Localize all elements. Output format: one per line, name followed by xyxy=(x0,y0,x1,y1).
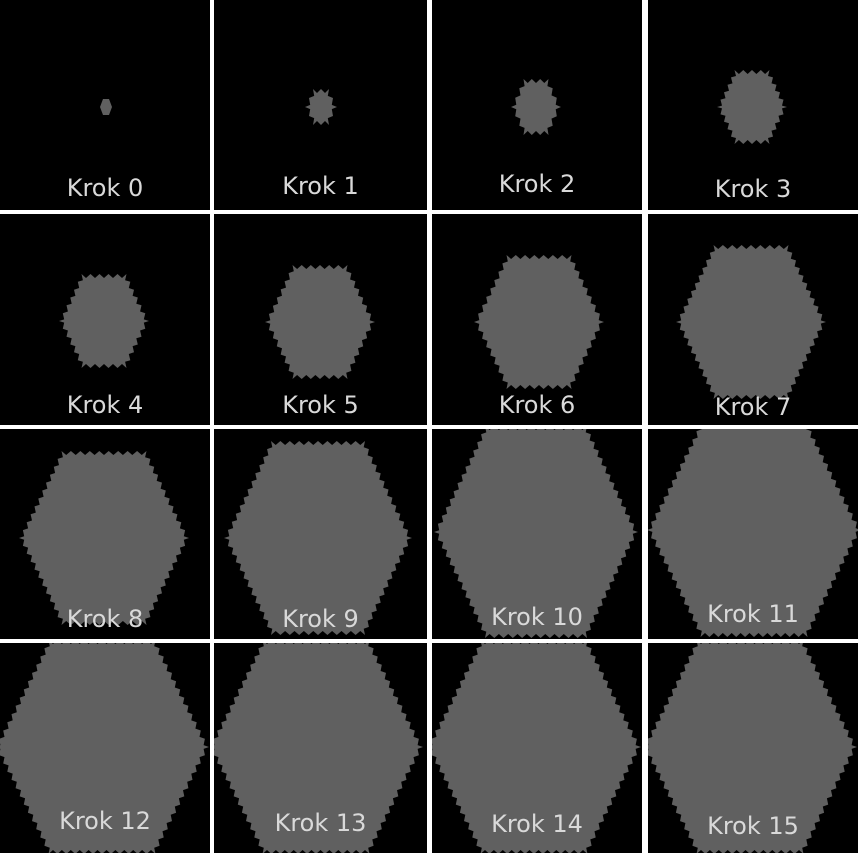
hexagon-region xyxy=(19,451,189,625)
hexagon-shape xyxy=(648,429,858,637)
hexagon-shape xyxy=(434,429,638,638)
hexagon-shape xyxy=(19,451,189,625)
hexagon-region xyxy=(224,441,412,635)
panel-label: Krok 4 xyxy=(66,391,144,419)
hexagon-shape xyxy=(717,70,787,144)
panel-label: Krok 6 xyxy=(498,391,576,419)
panel-krok-4: Krok 4 xyxy=(0,214,210,425)
hexagon-shape xyxy=(59,274,149,368)
panel-krok-5: Krok 5 xyxy=(214,214,427,425)
panel-krok-11: Krok 11 xyxy=(648,429,858,639)
panel-krok-0: Krok 0 xyxy=(0,0,210,210)
hexagon-shape xyxy=(214,643,423,853)
panel-label: Krok 11 xyxy=(707,600,799,628)
panel-label: Krok 8 xyxy=(66,605,144,633)
panel-krok-10: Krok 10 xyxy=(432,429,642,639)
panel-label: Krok 5 xyxy=(282,391,359,419)
panel-label: Krok 12 xyxy=(59,807,151,835)
hexagon-region xyxy=(0,643,209,853)
hexagon-shape xyxy=(676,245,826,399)
hexagon-shape xyxy=(432,643,641,853)
hexagon-region xyxy=(305,89,337,125)
panel-label: Krok 14 xyxy=(491,810,583,838)
panel-krok-6: Krok 6 xyxy=(432,214,642,425)
hexagon-region xyxy=(648,643,857,853)
hexagon-shape xyxy=(265,265,375,379)
panel-krok-12: Krok 12 xyxy=(0,643,210,853)
panel-krok-2: Krok 2 xyxy=(432,0,642,210)
hexagon-region xyxy=(59,274,149,368)
hexagon-region xyxy=(717,70,787,144)
panel-krok-15: Krok 15 xyxy=(648,643,858,853)
hexagon-shape xyxy=(474,255,604,389)
hexagon-region xyxy=(432,643,641,853)
hexagon-region xyxy=(100,99,112,115)
panel-krok-9: Krok 9 xyxy=(214,429,427,639)
hexagon-region xyxy=(265,265,375,379)
panel-krok-14: Krok 14 xyxy=(432,643,642,853)
hexagon-shape xyxy=(224,441,412,635)
hexagon-region xyxy=(676,245,826,399)
panel-krok-7: Krok 7 xyxy=(648,214,858,425)
hexagon-region xyxy=(474,255,604,389)
panel-label: Krok 1 xyxy=(282,172,359,200)
hexagon-region xyxy=(511,79,561,135)
hexagon-shape xyxy=(0,643,209,853)
panel-label: Krok 13 xyxy=(274,809,367,837)
panel-label: Krok 7 xyxy=(714,393,792,421)
panel-label: Krok 10 xyxy=(491,603,583,631)
panel-label: Krok 9 xyxy=(282,605,359,633)
hexagon-shape xyxy=(305,89,337,125)
hexagon-region xyxy=(648,429,858,637)
hexagon-region xyxy=(434,429,638,638)
panel-label: Krok 0 xyxy=(66,174,144,202)
panel-label: Krok 2 xyxy=(498,170,576,198)
panel-krok-8: Krok 8 xyxy=(0,429,210,639)
panel-krok-3: Krok 3 xyxy=(648,0,858,210)
hexagon-region xyxy=(214,643,423,853)
panel-krok-1: Krok 1 xyxy=(214,0,427,210)
panel-krok-13: Krok 13 xyxy=(214,643,427,853)
hexagon-shape xyxy=(648,643,857,853)
hexagon-shape xyxy=(100,99,112,115)
panel-label: Krok 15 xyxy=(707,812,799,840)
hexagon-shape xyxy=(511,79,561,135)
panel-label: Krok 3 xyxy=(714,175,792,203)
